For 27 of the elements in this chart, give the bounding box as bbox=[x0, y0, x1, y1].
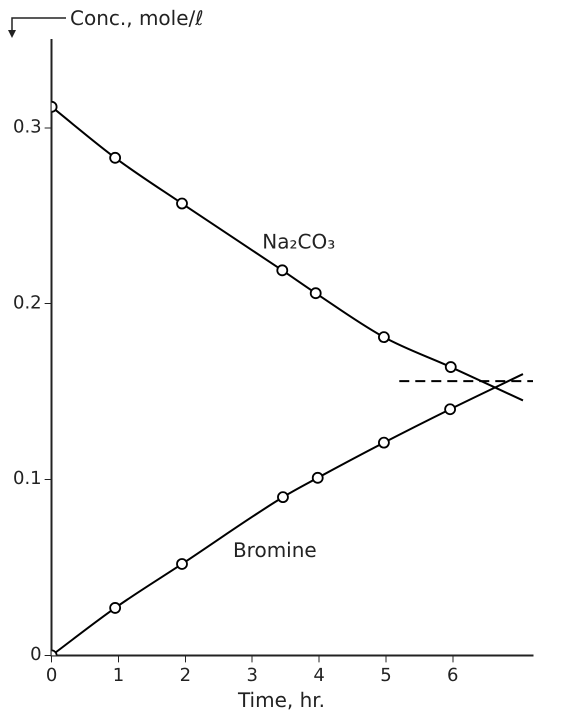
point bbox=[109, 602, 122, 614]
y-tick-label: 0.1 bbox=[12, 468, 42, 490]
point bbox=[444, 361, 457, 373]
x-tick-label: 6 bbox=[447, 664, 458, 686]
point bbox=[378, 331, 390, 344]
point bbox=[312, 472, 324, 484]
y-tick-label: 0 bbox=[30, 644, 42, 666]
point bbox=[276, 264, 288, 276]
y-tick-label: 0.2 bbox=[12, 292, 42, 314]
text: Bromine bbox=[232, 538, 317, 562]
point bbox=[310, 287, 322, 300]
point bbox=[444, 403, 456, 416]
x-tick-label: 2 bbox=[180, 664, 192, 686]
point bbox=[176, 558, 188, 570]
x-tick-label: 0 bbox=[46, 664, 58, 686]
x-axis-title: Time, hr. bbox=[236, 688, 326, 712]
point bbox=[176, 198, 188, 210]
x-tick-label: 4 bbox=[313, 664, 325, 686]
x-tick-label: 5 bbox=[380, 664, 392, 686]
y-tick-label: 0.3 bbox=[12, 116, 42, 138]
y-axis-title: Conc., mole/ℓ bbox=[70, 6, 204, 30]
point bbox=[378, 436, 390, 449]
x-tick-label: 3 bbox=[246, 664, 258, 686]
series-label: Na₂CO₃ bbox=[262, 229, 336, 254]
point bbox=[109, 152, 122, 164]
x-tick-label: 1 bbox=[112, 664, 124, 686]
point bbox=[277, 491, 289, 504]
